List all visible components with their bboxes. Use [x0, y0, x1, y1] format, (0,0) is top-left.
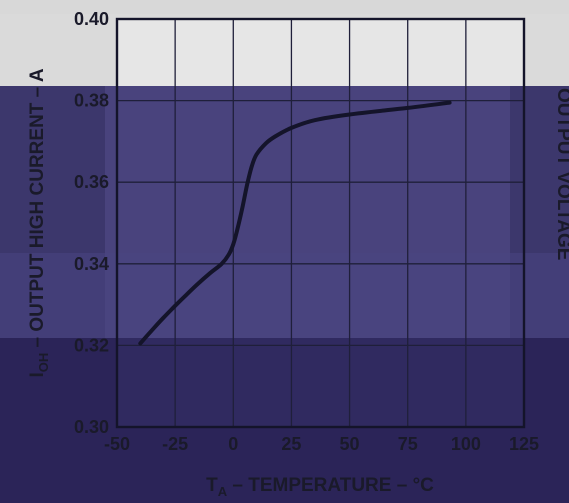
y-tick-label: 0.34: [74, 254, 109, 274]
x-tick-label: 75: [398, 434, 418, 454]
x-axis-title: TA – TEMPERATURE – °C: [206, 475, 434, 499]
y-tick-label: 0.40: [74, 9, 109, 29]
x-axis-title-main: T: [206, 475, 218, 496]
x-tick-label: 50: [340, 434, 360, 454]
series-path: [138, 100, 452, 346]
series-line: [138, 100, 452, 346]
right-axis-label-fragment: OUTPUT VOLTAGE: [553, 88, 569, 260]
x-tick-label: 25: [281, 434, 301, 454]
grid: [117, 19, 524, 427]
x-tick-label: 0: [228, 434, 238, 454]
x-axis-title-rest: – TEMPERATURE – °C: [227, 475, 434, 496]
x-tick-label: 125: [509, 434, 539, 454]
y-axis-ticks: 0.30 0.32 0.34 0.36 0.38 0.40: [74, 9, 109, 437]
y-axis-title-rest: – OUTPUT HIGH CURRENT – A: [27, 68, 48, 353]
x-tick-label: -50: [104, 434, 130, 454]
plot-frame: [115, 17, 526, 429]
y-tick-label: 0.30: [74, 417, 109, 437]
y-axis-title-sub: OH: [36, 353, 51, 373]
y-tick-label: 0.36: [74, 172, 109, 192]
y-tick-label: 0.32: [74, 335, 109, 355]
y-axis-title: IOH – OUTPUT HIGH CURRENT – A: [27, 68, 51, 377]
x-axis-title-sub: A: [218, 484, 228, 499]
x-tick-label: -25: [162, 434, 188, 454]
y-tick-label: 0.38: [74, 91, 109, 111]
x-axis-ticks: -50 -25 0 25 50 75 100 125: [104, 434, 539, 454]
x-tick-label: 100: [451, 434, 481, 454]
y-axis-title-main: I: [27, 372, 48, 377]
